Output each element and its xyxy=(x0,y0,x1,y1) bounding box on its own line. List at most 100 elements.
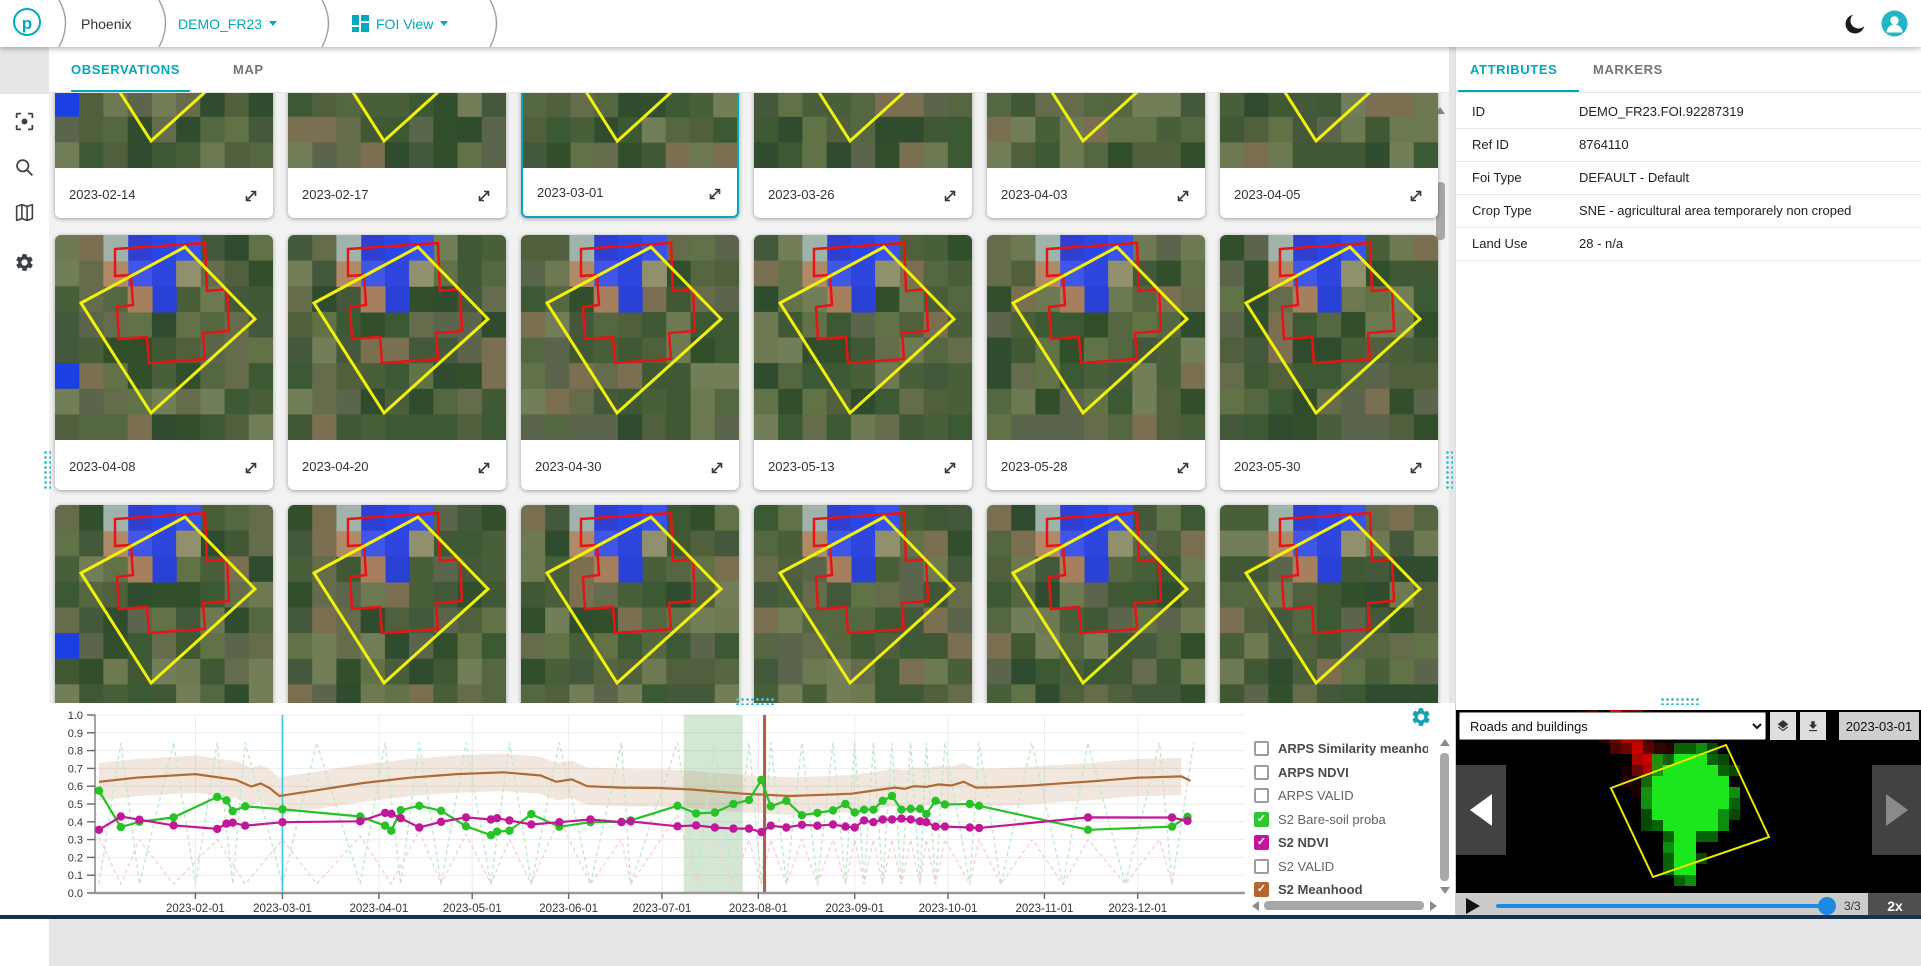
tab-product-phoenix[interactable]: Phoenix xyxy=(81,0,132,47)
tab-attributes[interactable]: ATTRIBUTES xyxy=(1470,61,1558,77)
player-controls: 3/3 2x xyxy=(1456,893,1921,919)
expand-icon[interactable] xyxy=(476,460,494,478)
legend-entry[interactable]: ✓ S2 Bare-soil proba xyxy=(1252,808,1438,832)
observation-thumbnail[interactable] xyxy=(987,235,1205,440)
expand-icon[interactable] xyxy=(942,188,960,206)
play-button[interactable] xyxy=(1466,898,1480,914)
observation-card[interactable]: 2023-05-30 xyxy=(1220,235,1438,490)
download-button[interactable] xyxy=(1800,712,1826,740)
layer-select[interactable]: Roads and buildings xyxy=(1459,712,1766,740)
legend-entry[interactable]: ARPS VALID xyxy=(1252,784,1438,808)
previous-frame-button[interactable] xyxy=(1456,765,1506,855)
active-tab-indicator xyxy=(71,90,190,92)
center-focus-icon[interactable] xyxy=(14,111,35,132)
observation-thumbnail[interactable] xyxy=(987,505,1205,703)
observation-thumbnail[interactable] xyxy=(288,505,506,703)
timeseries-chart[interactable]: 0.0 0.1 0.2 0.3 0.4 0.5 0.6 0.7 0.8 0.9 1.0 2023-02… xyxy=(49,703,1299,919)
legend-entry[interactable]: ARPS Similarity meanhood xyxy=(1252,737,1438,761)
observation-thumbnail[interactable] xyxy=(521,235,739,440)
tab-separator xyxy=(321,0,330,47)
observation-card[interactable]: 2023-04-08 xyxy=(55,235,273,490)
user-avatar[interactable] xyxy=(1881,10,1908,37)
svg-text:0.6: 0.6 xyxy=(68,781,83,793)
observation-card[interactable]: 2023-04-20 xyxy=(288,235,506,490)
expand-icon[interactable] xyxy=(1175,460,1193,478)
dashboard-icon xyxy=(352,15,369,32)
observation-card[interactable] xyxy=(288,505,506,703)
dark-mode-moon-icon[interactable] xyxy=(1842,11,1868,37)
legend-scroll-down-arrow[interactable] xyxy=(1440,887,1450,894)
resize-handle-left[interactable] xyxy=(43,450,51,490)
resize-handle-right[interactable] xyxy=(1445,450,1453,490)
expand-icon[interactable] xyxy=(243,460,261,478)
settings-gear-icon[interactable] xyxy=(14,252,35,273)
observation-card[interactable]: 2023-05-13 xyxy=(754,235,972,490)
expand-icon[interactable] xyxy=(476,188,494,206)
scroll-up-arrow[interactable] xyxy=(1435,107,1445,114)
observation-card[interactable] xyxy=(55,505,273,703)
observation-thumbnail[interactable] xyxy=(55,235,273,440)
legend-vertical-scrollbar[interactable] xyxy=(1440,753,1449,881)
legend-entry[interactable]: S2 VALID xyxy=(1252,855,1438,879)
observation-card[interactable]: 2023-04-30 xyxy=(521,235,739,490)
attribute-row: ID DEMO_FR23.FOI.92287319 xyxy=(1456,95,1921,129)
svg-text:1.0: 1.0 xyxy=(68,710,83,722)
observation-thumbnail[interactable] xyxy=(1220,235,1438,440)
legend-scroll-left-arrow[interactable] xyxy=(1252,901,1259,911)
svg-text:2023-11-01: 2023-11-01 xyxy=(1015,903,1073,915)
observation-card[interactable]: 2023-05-28 xyxy=(987,235,1205,490)
legend-checkbox[interactable] xyxy=(1254,788,1269,804)
legend-entry[interactable]: ✓ S2 Meanhood xyxy=(1252,878,1438,899)
playback-speed-button[interactable]: 2x xyxy=(1868,893,1921,919)
legend-checkbox[interactable] xyxy=(1254,741,1269,757)
tab-markers[interactable]: MARKERS xyxy=(1593,61,1663,77)
resize-handle-viewer[interactable] xyxy=(1660,697,1700,705)
legend-horizontal-scrollbar[interactable] xyxy=(1264,901,1424,910)
layers-button[interactable] xyxy=(1770,712,1796,740)
search-icon[interactable] xyxy=(14,157,35,178)
expand-icon[interactable] xyxy=(1175,188,1193,206)
observation-card[interactable] xyxy=(987,505,1205,703)
expand-icon[interactable] xyxy=(707,186,725,204)
tab-separator xyxy=(58,0,67,47)
legend-scroll-up-arrow[interactable] xyxy=(1440,739,1450,746)
frame-slider-thumb[interactable] xyxy=(1818,897,1836,915)
expand-icon[interactable] xyxy=(1408,460,1426,478)
active-tab-indicator xyxy=(1458,90,1579,92)
legend-checkbox[interactable]: ✓ xyxy=(1254,835,1269,851)
chart-settings-gear-icon[interactable] xyxy=(1410,706,1432,728)
tab-project-demo-fr23[interactable]: DEMO_FR23 xyxy=(178,0,278,47)
tab-foi-view[interactable]: FOI View xyxy=(352,0,449,47)
legend-entry[interactable]: ARPS NDVI xyxy=(1252,761,1438,785)
legend-checkbox[interactable]: ✓ xyxy=(1254,811,1269,827)
next-frame-button[interactable] xyxy=(1872,765,1921,855)
vertical-scrollbar[interactable] xyxy=(1436,182,1445,240)
legend-checkbox[interactable] xyxy=(1254,858,1269,874)
expand-icon[interactable] xyxy=(942,460,960,478)
legend-entry[interactable]: ✓ S2 NDVI xyxy=(1252,831,1438,855)
phoenix-logo-icon[interactable]: p xyxy=(13,8,41,36)
layer-viewer-panel: Roads and buildings 2023-03-01 3/3 2x xyxy=(1455,703,1921,919)
expand-icon[interactable] xyxy=(243,188,261,206)
layers-icon xyxy=(1777,720,1789,732)
legend-checkbox[interactable]: ✓ xyxy=(1254,882,1269,898)
observation-card[interactable] xyxy=(754,505,972,703)
observation-thumbnail[interactable] xyxy=(288,235,506,440)
tab-map[interactable]: MAP xyxy=(233,61,264,77)
legend-scroll-right-arrow[interactable] xyxy=(1430,901,1437,911)
tab-observations[interactable]: OBSERVATIONS xyxy=(71,61,181,77)
observation-thumbnail[interactable] xyxy=(521,505,739,703)
expand-icon[interactable] xyxy=(709,460,727,478)
observation-thumbnail[interactable] xyxy=(754,505,972,703)
map-icon[interactable] xyxy=(14,202,35,223)
observation-card[interactable] xyxy=(521,505,739,703)
expand-icon[interactable] xyxy=(1408,188,1426,206)
legend-checkbox[interactable] xyxy=(1254,764,1269,780)
observation-thumbnail[interactable] xyxy=(754,235,972,440)
observation-thumbnail[interactable] xyxy=(1220,505,1438,703)
resize-handle-chart[interactable] xyxy=(735,697,775,705)
observation-thumbnail[interactable] xyxy=(55,505,273,703)
frame-slider[interactable] xyxy=(1496,897,1836,915)
chevron-down-icon xyxy=(440,21,449,26)
observation-card[interactable] xyxy=(1220,505,1438,703)
